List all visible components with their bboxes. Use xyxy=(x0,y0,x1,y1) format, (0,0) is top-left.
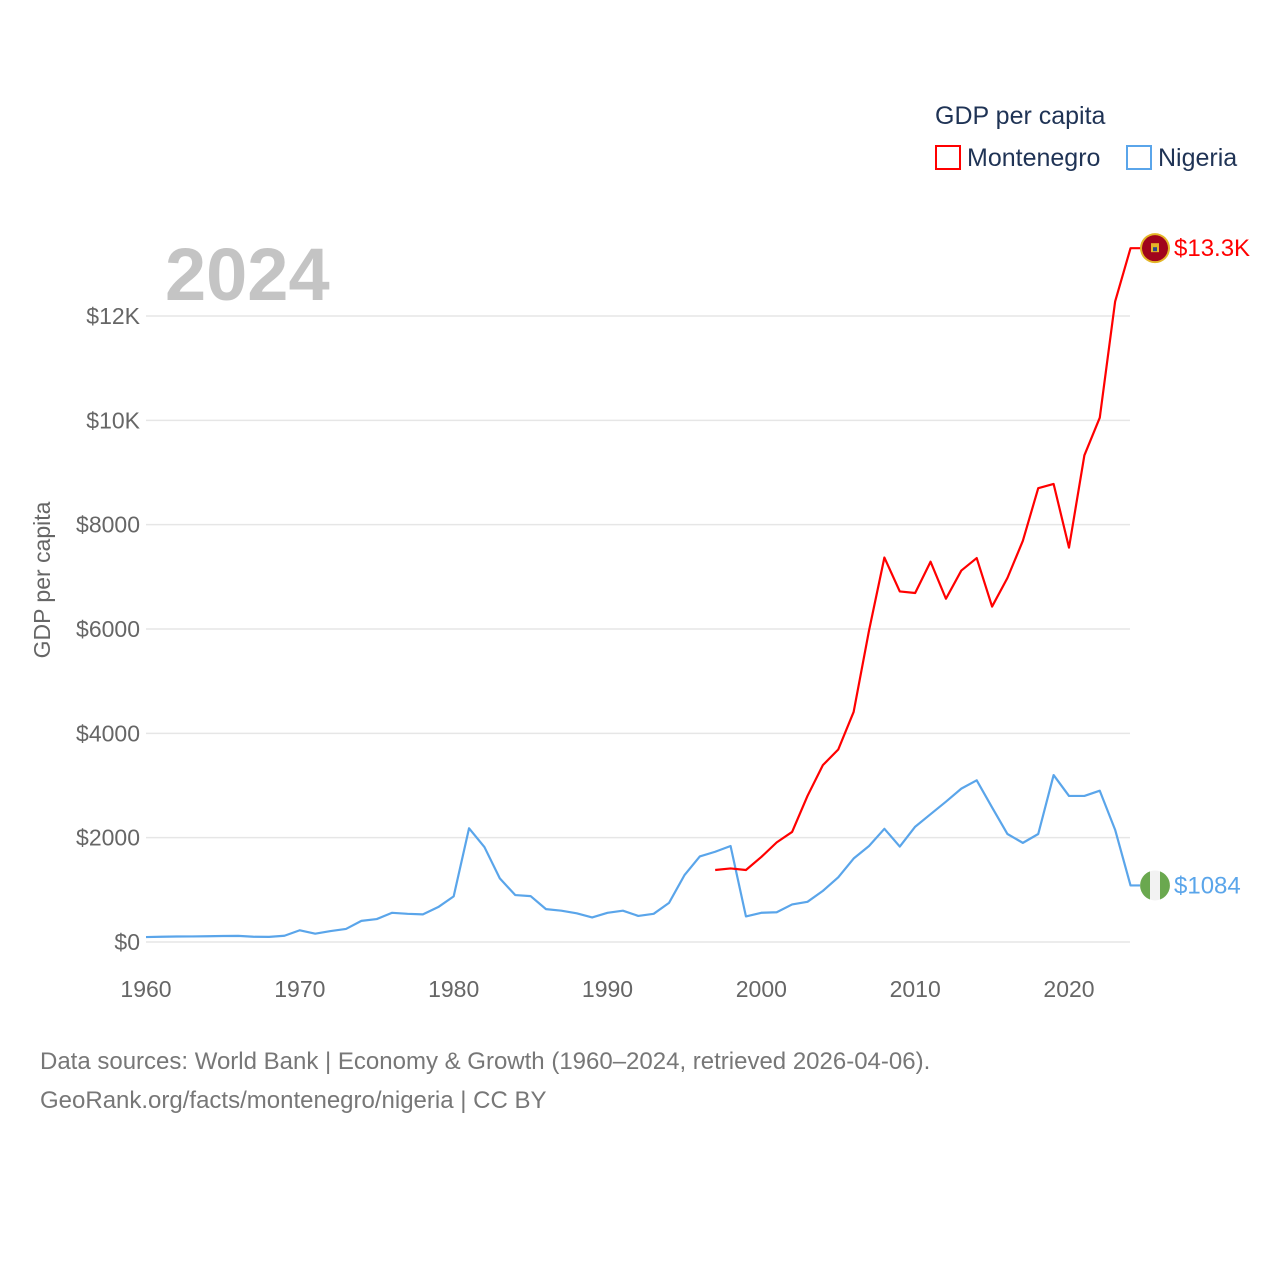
y-tick-label: $0 xyxy=(114,929,140,955)
grid xyxy=(146,315,1130,943)
series-lines xyxy=(145,247,1141,939)
nigeria-flag-icon xyxy=(1140,870,1170,901)
series-line-montenegro xyxy=(715,247,1141,872)
legend-title: GDP per capita xyxy=(935,102,1106,130)
y-axis-label: GDP per capita xyxy=(29,501,55,658)
x-tick-label: 2000 xyxy=(736,976,787,1002)
legend-label-nigeria: Nigeria xyxy=(1158,144,1237,172)
legend-item-nigeria[interactable]: Nigeria xyxy=(1126,144,1237,172)
x-tick-label: 1960 xyxy=(120,976,171,1002)
series-line-nigeria xyxy=(145,773,1141,939)
year-label: 2024 xyxy=(165,233,330,316)
y-tick-label: $8000 xyxy=(76,512,140,538)
x-tick-label: 1990 xyxy=(582,976,633,1002)
x-tick-label: 2020 xyxy=(1043,976,1094,1002)
y-tick-label: $2000 xyxy=(76,825,140,851)
footer: Data sources: World Bank | Economy & Gro… xyxy=(40,1042,930,1120)
legend-swatch-nigeria xyxy=(1126,145,1152,170)
x-tick-label: 1980 xyxy=(428,976,479,1002)
y-axis: $0 $2000 $4000 $6000 $8000 $10K $12K xyxy=(76,303,141,955)
data-source-text: Data sources: World Bank | Economy & Gro… xyxy=(40,1048,931,1075)
y-tick-label: $6000 xyxy=(76,616,140,642)
end-label-nigeria: $1084 xyxy=(1174,872,1241,899)
y-tick-label: $10K xyxy=(86,407,140,433)
attribution-link[interactable]: GeoRank.org/facts/montenegro/nigeria | C… xyxy=(40,1087,547,1114)
legend-swatch-montenegro xyxy=(935,145,961,170)
montenegro-flag-icon xyxy=(1140,233,1170,264)
end-label-montenegro: $13.3K xyxy=(1174,235,1250,262)
legend-item-montenegro[interactable]: Montenegro xyxy=(935,144,1100,172)
x-axis: 1960 1970 1980 1990 2000 2010 2020 xyxy=(120,976,1094,1002)
x-tick-label: 1970 xyxy=(274,976,325,1002)
y-tick-label: $4000 xyxy=(76,720,140,746)
y-tick-label: $12K xyxy=(86,303,140,329)
end-labels: $1084 $13.3K xyxy=(1140,233,1250,901)
legend-label-montenegro: Montenegro xyxy=(967,144,1100,172)
x-tick-label: 2010 xyxy=(890,976,941,1002)
